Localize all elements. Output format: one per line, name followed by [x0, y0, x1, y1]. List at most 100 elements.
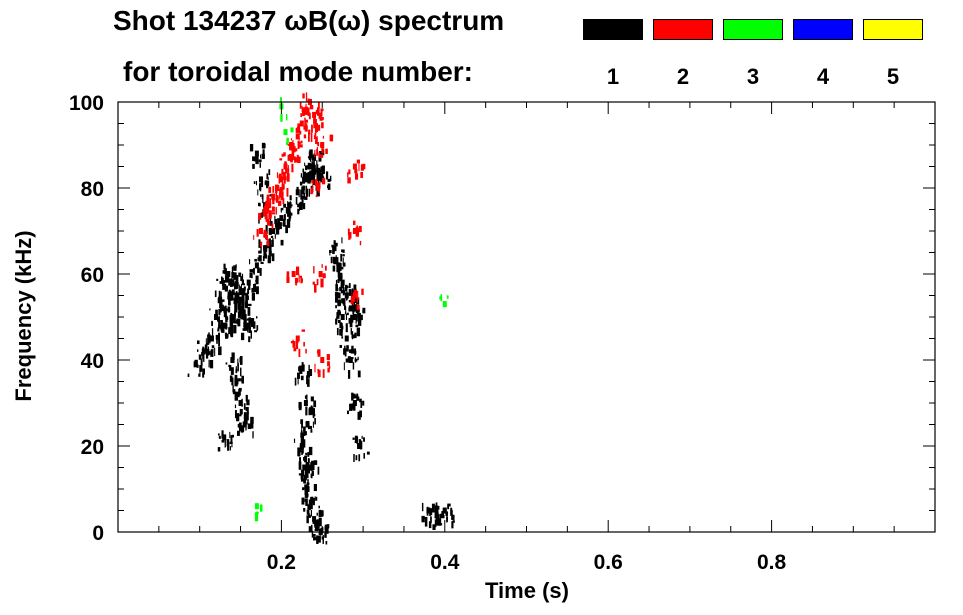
data-speckle: [298, 473, 302, 476]
data-speckle: [334, 242, 338, 247]
data-speckle: [232, 360, 235, 363]
data-speckle: [301, 195, 304, 203]
data-speckle: [274, 233, 276, 239]
data-speckle: [313, 119, 315, 129]
data-speckle: [249, 269, 253, 273]
data-speckle: [345, 306, 347, 314]
data-speckle: [310, 396, 314, 402]
data-speckle: [266, 202, 269, 211]
data-speckle: [349, 321, 353, 328]
data-speckle: [278, 196, 280, 200]
data-speckle: [435, 509, 438, 518]
data-speckle: [355, 455, 358, 461]
data-speckle: [267, 176, 269, 181]
data-speckle: [285, 114, 288, 121]
data-speckle: [263, 250, 267, 256]
data-speckle: [429, 508, 433, 516]
data-speckle: [351, 403, 355, 410]
data-speckle: [344, 351, 347, 357]
data-speckle: [243, 322, 247, 328]
data-speckle: [239, 306, 243, 313]
data-speckle: [342, 254, 345, 257]
data-speckle: [321, 264, 323, 268]
data-speckle: [357, 318, 362, 326]
data-speckle: [452, 520, 455, 523]
data-speckle: [241, 375, 244, 384]
data-point: [336, 292, 341, 299]
data-speckle: [304, 196, 308, 200]
data-speckle: [356, 393, 359, 398]
data-speckle: [321, 173, 324, 178]
data-speckle: [268, 169, 271, 176]
data-speckle: [299, 457, 302, 466]
data-speckle: [307, 452, 310, 457]
data-speckle: [337, 278, 340, 284]
data-speckle: [320, 108, 324, 112]
data-speckle: [277, 218, 280, 227]
data-point: [320, 357, 325, 363]
data-speckle: [275, 198, 279, 201]
data-speckle: [357, 312, 359, 318]
data-point: [352, 228, 357, 234]
data-speckle: [236, 413, 240, 422]
data-speckle: [233, 324, 237, 334]
data-point: [291, 271, 296, 277]
data-speckle: [302, 203, 306, 210]
data-speckle: [320, 143, 324, 147]
data-speckle: [243, 283, 245, 286]
data-speckle: [238, 272, 242, 277]
data-speckle: [316, 136, 318, 145]
data-speckle: [450, 507, 453, 516]
data-speckle: [317, 101, 320, 109]
data-speckle: [299, 101, 302, 109]
data-speckle: [305, 123, 308, 126]
data-speckle: [318, 112, 322, 119]
data-speckle: [304, 455, 307, 463]
data-speckle: [337, 309, 341, 313]
data-speckle: [356, 327, 361, 337]
data-speckle: [281, 168, 284, 175]
data-speckle: [314, 132, 317, 139]
data-speckle: [264, 253, 267, 258]
data-speckle: [314, 174, 316, 178]
data-speckle: [242, 288, 246, 295]
data-speckle: [235, 275, 239, 283]
data-speckle: [297, 123, 301, 130]
data-speckle: [250, 330, 253, 339]
data-speckle: [351, 331, 354, 340]
data-speckle: [278, 174, 282, 180]
data-speckle: [315, 109, 319, 115]
data-speckle: [255, 275, 259, 285]
data-speckle: [265, 231, 268, 238]
data-point: [312, 111, 317, 118]
data-speckle: [252, 431, 254, 438]
data-speckle: [308, 526, 312, 533]
data-speckle: [248, 283, 251, 290]
data-speckle: [230, 293, 233, 301]
data-speckle: [341, 266, 344, 270]
data-speckle: [254, 258, 257, 262]
data-speckle: [239, 357, 241, 363]
data-speckle: [230, 291, 234, 294]
data-speckle: [345, 323, 348, 333]
data-speckle: [205, 338, 207, 347]
data-speckle: [307, 172, 310, 181]
data-speckle: [217, 297, 220, 304]
data-speckle: [218, 319, 221, 327]
data-speckle: [300, 430, 303, 440]
data-speckle: [436, 514, 440, 520]
data-speckle: [318, 189, 320, 193]
data-speckle: [228, 278, 231, 286]
data-speckle: [366, 451, 370, 455]
data-speckle: [299, 201, 303, 211]
data-speckle: [244, 301, 249, 309]
data-speckle: [298, 452, 300, 457]
data-speckle: [248, 336, 251, 343]
data-speckle: [294, 157, 298, 162]
data-speckle: [352, 362, 355, 370]
data-speckle: [354, 168, 358, 174]
data-speckle: [258, 212, 262, 220]
data-speckle: [321, 536, 323, 540]
data-speckle: [218, 308, 221, 315]
data-speckle: [240, 425, 244, 433]
